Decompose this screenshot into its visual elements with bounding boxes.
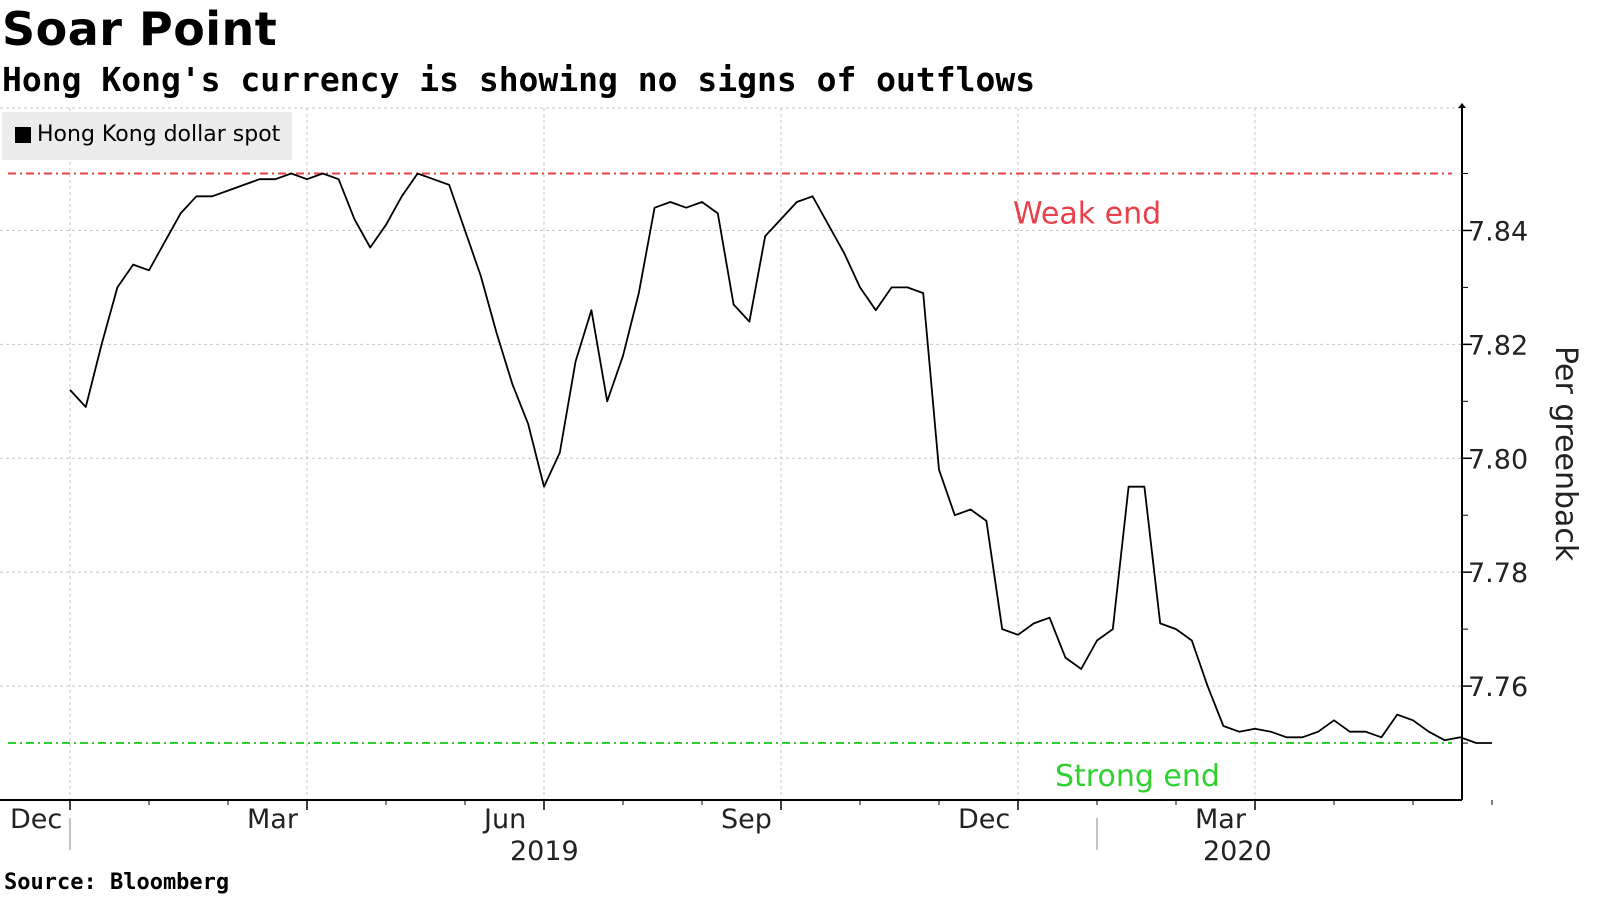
x-tick-label: Sep <box>721 804 772 835</box>
source-note: Source: Bloomberg <box>4 870 230 895</box>
y-axis-arrow <box>1458 103 1466 108</box>
y-axis-title: Per greenback <box>1548 346 1583 562</box>
hkd-spot-series-line <box>69 172 1492 744</box>
x-tick-label: Dec <box>10 804 62 835</box>
legend-swatch <box>15 127 31 143</box>
x-tick-label: Jun <box>482 804 526 835</box>
x-year-label: 2020 <box>1203 836 1272 867</box>
x-tick-label: Mar <box>247 804 299 835</box>
series-layer <box>69 172 1492 744</box>
axes <box>0 103 1493 850</box>
reference-lines <box>8 172 1452 745</box>
x-tick-label: Dec <box>958 804 1010 835</box>
strong-end-label: Strong end <box>1055 759 1220 794</box>
x-year-label: 2019 <box>510 836 579 867</box>
chart-subtitle: Hong Kong's currency is showing no signs… <box>2 60 1036 99</box>
y-tick-label: 7.80 <box>1468 444 1528 475</box>
y-tick-label: 7.82 <box>1468 330 1528 361</box>
legend-label: Hong Kong dollar spot <box>37 122 281 147</box>
weak-end-label: Weak end <box>1013 196 1161 231</box>
chart-title: Soar Point <box>2 2 278 56</box>
x-tick-label: Mar <box>1195 804 1247 835</box>
y-tick-label: 7.76 <box>1468 672 1528 703</box>
y-tick-label: 7.84 <box>1468 216 1528 247</box>
legend: Hong Kong dollar spot <box>2 112 292 160</box>
y-tick-label: 7.78 <box>1468 558 1528 589</box>
gridlines <box>0 107 1462 800</box>
